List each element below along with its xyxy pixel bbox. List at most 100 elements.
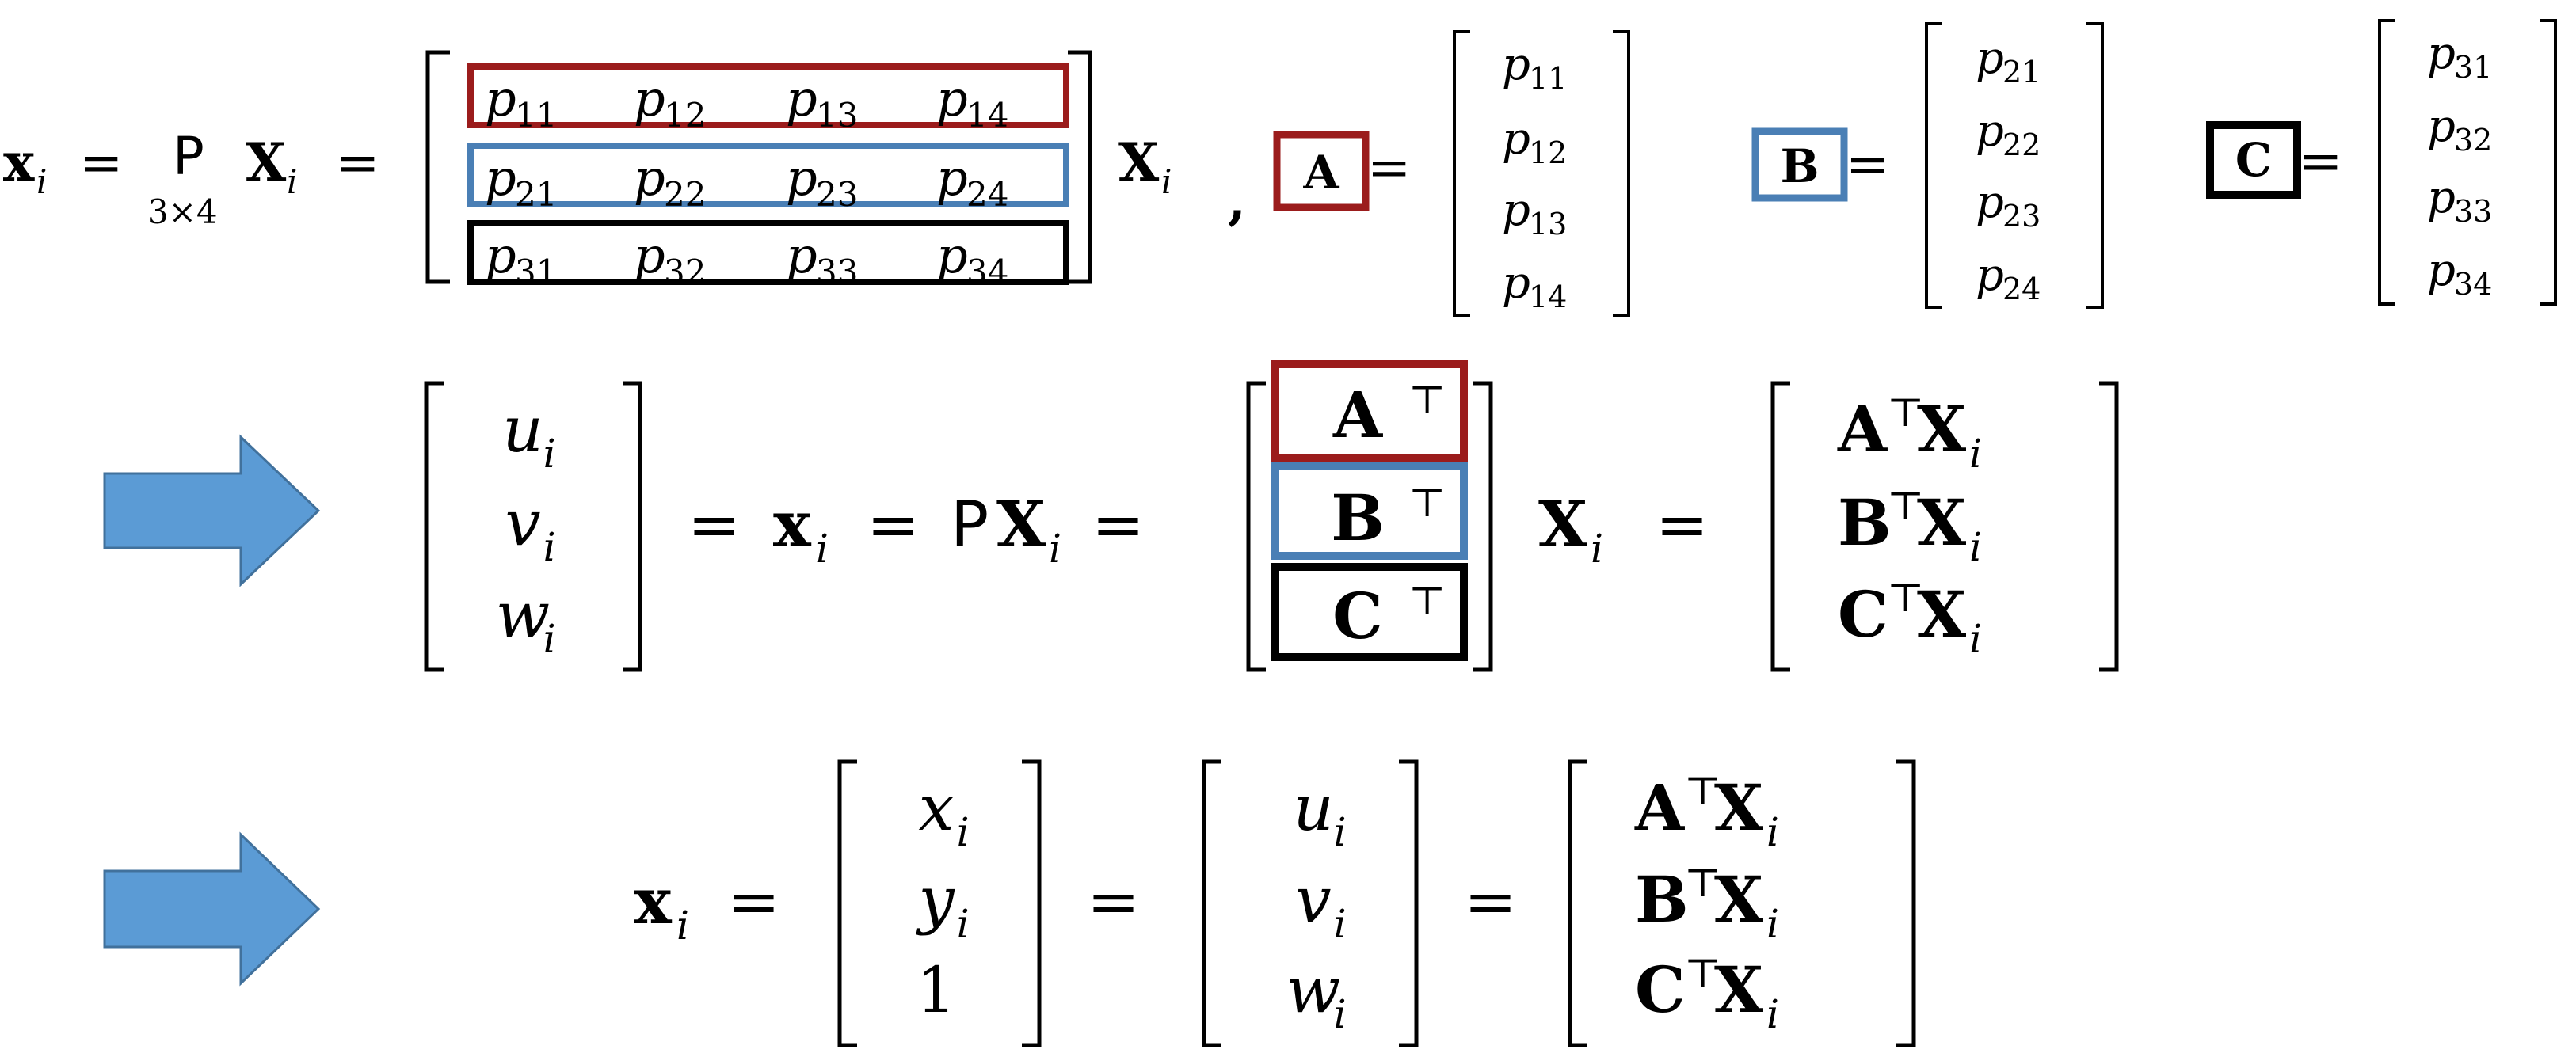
matrix-entry-subscript: 31 <box>515 253 557 291</box>
row3-equals-2: = <box>1087 865 1140 938</box>
matrix-entry-symbol: p <box>634 149 665 207</box>
vector-entry-subscript: i <box>543 616 556 662</box>
row1-C-left-bracket <box>2378 19 2395 306</box>
result-letter: C <box>1635 952 1686 1027</box>
row1-A-left-bracket <box>1453 30 1470 317</box>
row2-A-box <box>1271 360 1468 462</box>
result-subscript: i <box>1766 901 1779 947</box>
result-X: X <box>1714 952 1763 1027</box>
row1-B-label: B <box>1780 139 1819 193</box>
vector-entry-subscript: 22 <box>2002 127 2041 162</box>
row3-right-arrow-icon <box>103 831 321 987</box>
vector-entry-subscript: 12 <box>1529 135 1567 170</box>
row1-blue-row-box <box>467 143 1069 207</box>
row1-equals-1: = <box>79 132 123 193</box>
transpose-symbol: ⊤ <box>1684 950 1721 996</box>
row1-A-equals: = <box>1367 137 1411 198</box>
result-X: X <box>1917 392 1966 466</box>
vector-entry-symbol: p <box>1502 257 1530 309</box>
matrix-entry-symbol: p <box>936 149 968 207</box>
vector-entry-subscript: 31 <box>2454 50 2492 85</box>
row2-X-after-subscript: i <box>1591 526 1603 572</box>
row1-B-label-box <box>1751 127 1848 202</box>
vector-entry-subscript: 23 <box>2002 199 2041 234</box>
vector-entry-symbol: p <box>2427 245 2456 296</box>
result-letter: B <box>1635 862 1689 937</box>
row2-result-right-bracket <box>2099 381 2119 672</box>
row3-x-subscript: i <box>676 903 689 949</box>
row1-X-after-matrix: X <box>1118 131 1160 193</box>
result-subscript: i <box>1969 616 1982 662</box>
row2-P-symbol: P <box>951 488 989 561</box>
row1-A-label: A <box>1302 146 1339 200</box>
result-letter: A <box>1837 392 1888 466</box>
row2-stack-left-bracket <box>1246 381 1266 672</box>
transpose-letter: C <box>1332 579 1383 653</box>
row1-P-subscript: 3×4 <box>147 192 218 231</box>
vector-entry-subscript: 33 <box>2454 194 2492 229</box>
matrix-entry-symbol: p <box>485 149 516 207</box>
row2-equation: u iv iwi = x i = P X i = A ⊤B ⊤C ⊤ X i = A ⊤X i… <box>103 360 2119 672</box>
result-letter: A <box>1634 770 1685 845</box>
vector-entry-symbol: x <box>918 771 954 845</box>
vector-entry-subscript: 32 <box>2454 123 2492 158</box>
matrix-entry-symbol: p <box>786 226 817 284</box>
row2-transpose-stack: A ⊤ B ⊤ C ⊤ <box>1331 377 1446 653</box>
vector-entry-symbol: p <box>2427 172 2456 223</box>
row2-result-left-bracket <box>1770 381 1790 672</box>
row1-comma: , <box>1228 169 1246 231</box>
row3-equals-1: = <box>727 865 780 938</box>
result-subscript: i <box>1766 809 1779 855</box>
matrix-entry-symbol: p <box>485 226 516 284</box>
vector-entry-symbol: p <box>2427 101 2456 152</box>
vector-entry-symbol: 1 <box>916 953 957 1027</box>
result-subscript: i <box>1766 991 1779 1037</box>
vector-entry-subscript: i <box>543 431 556 477</box>
vector-entry-subscript: i <box>543 524 556 570</box>
row2-x-subscript: i <box>816 526 829 572</box>
row1-A-label-box <box>1273 131 1370 211</box>
row1-equals-2: = <box>336 132 379 193</box>
vector-entry-subscript: 13 <box>1529 207 1567 241</box>
row2-equals-4: = <box>1656 488 1709 561</box>
vector-entry-symbol: p <box>1502 184 1530 236</box>
row2-B-box <box>1271 462 1468 560</box>
matrix-entry-symbol: p <box>936 70 968 127</box>
row1-B-equals: = <box>1846 134 1889 195</box>
matrix-entry-subscript: 23 <box>816 175 858 214</box>
row1-C-label-box <box>2206 121 2301 199</box>
transpose-symbol: ⊤ <box>1408 377 1446 423</box>
row2-uvw-right-bracket <box>623 381 642 672</box>
matrix-entry-subscript: 22 <box>664 175 706 214</box>
row1-A-right-bracket <box>1613 30 1630 317</box>
row1-matrix-right-bracket <box>1068 50 1092 284</box>
row2-right-arrow-icon <box>103 434 321 587</box>
row3-equals-3: = <box>1464 865 1517 938</box>
vector-entry-subscript: 14 <box>1529 279 1567 314</box>
transpose-symbol: ⊤ <box>1684 860 1721 906</box>
transpose-symbol: ⊤ <box>1887 483 1924 529</box>
row1-x-subscript: i <box>36 162 47 201</box>
result-X: X <box>1917 485 1966 560</box>
row3-equation: x i = x iy i1 = u iv iwi = A ⊤X iB⊤X iC⊤X i <box>103 759 1916 1047</box>
row2-equals-2: = <box>867 488 920 561</box>
row1-C-equals: = <box>2299 131 2342 192</box>
vector-entry-symbol: u <box>502 393 543 466</box>
matrix-entry-subscript: 24 <box>966 175 1008 214</box>
row2-x-symbol: x <box>773 487 812 561</box>
result-subscript: i <box>1969 524 1982 570</box>
row3-result-right-bracket <box>1896 759 1916 1047</box>
row2-equals-1: = <box>688 488 741 561</box>
matrix-entry-subscript: 33 <box>816 253 858 291</box>
row1-B-left-bracket <box>1925 22 1942 309</box>
vector-entry-symbol: v <box>1295 863 1331 937</box>
matrix-entry-symbol: p <box>936 226 968 284</box>
vector-entry-subscript: 11 <box>1529 61 1567 96</box>
vector-entry-symbol: p <box>2427 28 2456 79</box>
row2-C-box <box>1271 563 1468 661</box>
